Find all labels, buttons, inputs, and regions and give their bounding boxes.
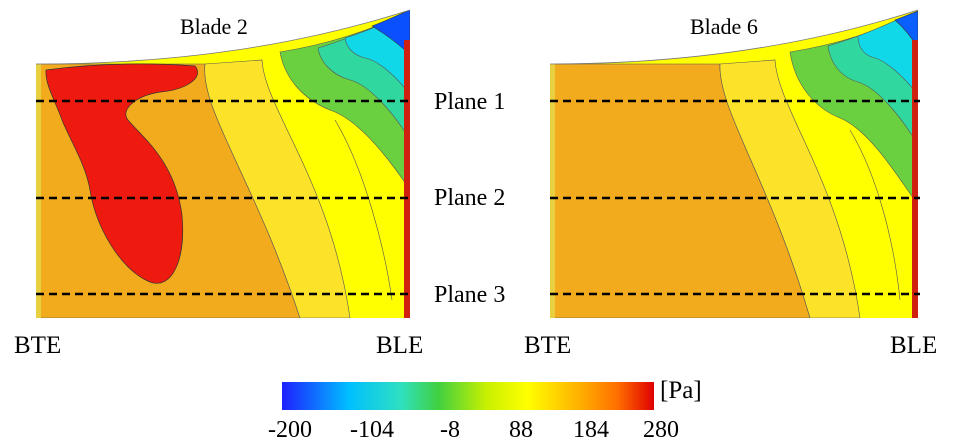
colorbar-tick: -200 <box>268 417 312 443</box>
plane-lines <box>36 99 920 296</box>
colorbar-tick: 280 <box>643 417 679 443</box>
plane-3-label: Plane 3 <box>434 282 506 308</box>
blade2-title: Blade 2 <box>180 14 248 39</box>
colorbar-tick: 88 <box>509 417 533 443</box>
colorbar <box>282 382 654 410</box>
blade2-contour <box>36 10 410 318</box>
blade2-bte-label: BTE <box>14 332 62 359</box>
plane-2-label: Plane 2 <box>434 185 506 211</box>
blade2-ble-label: BLE <box>376 332 424 359</box>
blade6-ble-label: BLE <box>890 332 938 359</box>
blade6-bte-label: BTE <box>524 332 572 359</box>
colorbar-tick: -104 <box>350 417 394 443</box>
colorbar-unit: [Pa] <box>660 377 702 404</box>
blade6-contour <box>550 10 918 318</box>
plane-1-label: Plane 1 <box>434 89 506 115</box>
colorbar-tick: 184 <box>573 417 609 443</box>
colorbar-tick: -8 <box>440 417 460 443</box>
blade6-title: Blade 6 <box>690 14 758 39</box>
